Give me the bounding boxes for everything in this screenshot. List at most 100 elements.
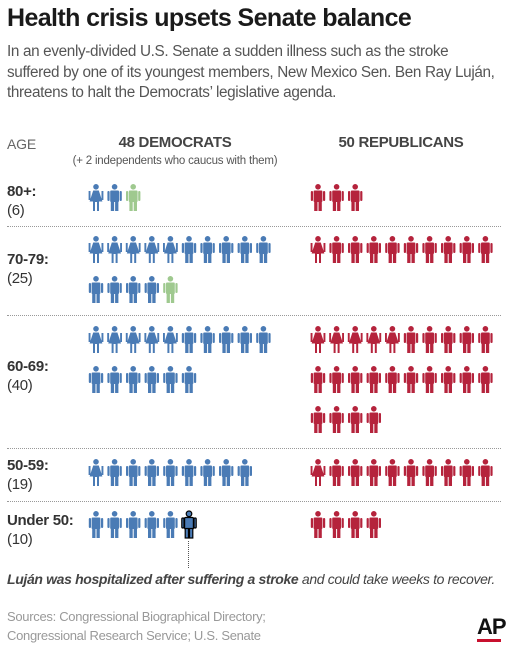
independent-man-icon bbox=[126, 184, 141, 211]
republican-man-icon bbox=[348, 511, 363, 538]
republicans-column-header: 50 REPUBLICANS bbox=[338, 134, 464, 151]
band-label: 60-69: bbox=[7, 358, 49, 375]
republican-woman-icon bbox=[366, 326, 382, 353]
democrats-column-header: 48 DEMOCRATS bbox=[118, 134, 232, 151]
republican-woman-icon bbox=[310, 236, 326, 263]
democrat-man-icon bbox=[237, 236, 252, 263]
republican-man-icon bbox=[403, 326, 419, 353]
republican-man-icon bbox=[366, 366, 381, 393]
band-separator bbox=[7, 226, 501, 227]
band-count: (10) bbox=[7, 531, 33, 548]
band-separator bbox=[7, 448, 501, 449]
republican-man-icon bbox=[441, 366, 456, 393]
democrat-man-icon bbox=[163, 459, 178, 486]
democrat-woman-icon bbox=[125, 236, 141, 263]
republican-man-icon bbox=[403, 459, 419, 486]
democrat-man-icon bbox=[181, 459, 197, 486]
democrat-man-icon bbox=[144, 276, 159, 303]
republican-man-icon bbox=[348, 184, 363, 211]
democrat-man-icon bbox=[107, 459, 122, 486]
band-count: (6) bbox=[7, 202, 25, 219]
republican-man-icon bbox=[329, 406, 344, 433]
republican-man-icon bbox=[478, 236, 493, 263]
democrat-man-icon bbox=[181, 326, 197, 353]
band-separator bbox=[7, 501, 501, 502]
republican-woman-icon bbox=[347, 326, 363, 353]
republican-man-icon bbox=[310, 366, 326, 393]
republican-woman-icon bbox=[310, 326, 326, 353]
democrat-man-icon bbox=[181, 366, 197, 393]
republican-man-icon bbox=[385, 366, 400, 393]
democrat-woman-icon bbox=[144, 326, 160, 353]
democrat-man-icon bbox=[219, 236, 234, 263]
lujan-note: Luján was hospitalized after suffering a… bbox=[7, 571, 503, 587]
independent-man-icon bbox=[163, 276, 178, 303]
republican-man-icon bbox=[310, 406, 326, 433]
republican-woman-icon bbox=[329, 326, 344, 353]
republican-man-icon bbox=[366, 406, 381, 433]
republican-man-icon bbox=[348, 459, 363, 486]
chart-title: Health crisis upsets Senate balance bbox=[7, 4, 412, 32]
republican-man-icon bbox=[459, 236, 474, 263]
lujan-highlight-icon bbox=[181, 510, 197, 539]
democrat-man-icon bbox=[88, 511, 104, 538]
democrat-man-icon bbox=[237, 459, 252, 486]
republican-man-icon bbox=[366, 511, 381, 538]
republican-man-icon bbox=[478, 326, 493, 353]
band-label: 80+: bbox=[7, 183, 37, 200]
republican-woman-icon bbox=[385, 326, 400, 353]
democrat-woman-icon bbox=[88, 459, 104, 486]
democrat-man-icon bbox=[144, 459, 159, 486]
democrat-woman-icon bbox=[107, 326, 122, 353]
democrat-man-icon bbox=[181, 236, 197, 263]
band-count: (25) bbox=[7, 270, 33, 287]
republican-man-icon bbox=[422, 236, 437, 263]
band-separator bbox=[7, 315, 501, 316]
democrat-man-icon bbox=[237, 326, 252, 353]
republican-man-icon bbox=[366, 459, 381, 486]
republican-man-icon bbox=[366, 236, 381, 263]
republican-man-icon bbox=[310, 184, 326, 211]
republican-man-icon bbox=[329, 511, 344, 538]
republican-man-icon bbox=[459, 366, 474, 393]
democrat-man-icon bbox=[163, 366, 178, 393]
republican-man-icon bbox=[422, 459, 437, 486]
democrat-woman-icon bbox=[107, 236, 122, 263]
band-label: Under 50: bbox=[7, 512, 74, 529]
republican-man-icon bbox=[422, 366, 437, 393]
republican-man-icon bbox=[478, 366, 493, 393]
democrat-man-icon bbox=[200, 326, 215, 353]
republican-man-icon bbox=[403, 366, 419, 393]
age-column-header: AGE bbox=[7, 136, 36, 152]
democrat-man-icon bbox=[219, 459, 234, 486]
ap-logo-bar bbox=[477, 639, 501, 642]
republican-man-icon bbox=[422, 326, 437, 353]
republican-man-icon bbox=[441, 236, 456, 263]
band-label: 50-59: bbox=[7, 457, 49, 474]
democrat-man-icon bbox=[126, 366, 141, 393]
band-count: (40) bbox=[7, 377, 33, 394]
sources: Sources: Congressional Biographical Dire… bbox=[7, 607, 266, 645]
republican-man-icon bbox=[329, 459, 344, 486]
democrat-man-icon bbox=[88, 276, 104, 303]
democrat-man-icon bbox=[200, 459, 215, 486]
republican-man-icon bbox=[441, 459, 456, 486]
republican-man-icon bbox=[310, 511, 326, 538]
chart-subtitle: In an evenly-divided U.S. Senate a sudde… bbox=[7, 43, 495, 101]
band-label: 70-79: bbox=[7, 251, 49, 268]
democrat-man-icon bbox=[126, 511, 141, 538]
republican-man-icon bbox=[329, 236, 344, 263]
democrat-woman-icon bbox=[163, 236, 178, 263]
lujan-note-rest: and could take weeks to recover. bbox=[298, 571, 495, 587]
ap-logo: AP bbox=[477, 614, 506, 639]
republican-man-icon bbox=[329, 184, 344, 211]
democrat-man-icon bbox=[144, 366, 159, 393]
republican-man-icon bbox=[348, 236, 363, 263]
lujan-callout-leader bbox=[188, 541, 189, 568]
republican-man-icon bbox=[459, 459, 474, 486]
democrat-woman-icon bbox=[163, 326, 178, 353]
democrat-man-icon bbox=[219, 326, 234, 353]
democrat-woman-icon bbox=[88, 236, 104, 263]
democrat-man-icon bbox=[126, 459, 141, 486]
